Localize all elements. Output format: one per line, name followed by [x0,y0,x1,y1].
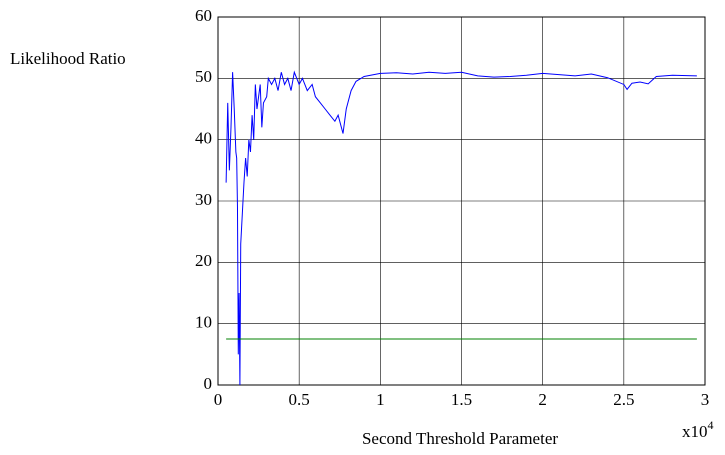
x-tick-label: 1.5 [451,390,472,409]
x-tick-label: 2.5 [613,390,634,409]
plot-frame [217,16,706,386]
x-tick-label: 1 [376,390,385,409]
data-line [225,70,697,386]
x-multiplier: x104 [682,418,714,441]
x-multiplier-base: x10 [682,422,708,441]
x-tick-label: 2 [538,390,547,409]
y-tick-label: 20 [195,251,212,270]
y-tick-label: 40 [195,129,212,148]
y-tick-label: 0 [204,374,213,393]
x-tick-label: 3 [701,390,710,409]
x-tick-label: 0 [214,390,223,409]
y-tick-label: 50 [195,67,212,86]
y-tick-label: 60 [195,6,212,25]
x-axis-label: Second Threshold Parameter [362,429,558,448]
x-tick-label: 0.5 [289,390,310,409]
y-tick-label: 30 [195,190,212,209]
x-multiplier-exponent: 4 [708,418,714,432]
y-tick-label: 10 [195,313,212,332]
y-axis-label: Likelihood Ratio [10,49,126,68]
